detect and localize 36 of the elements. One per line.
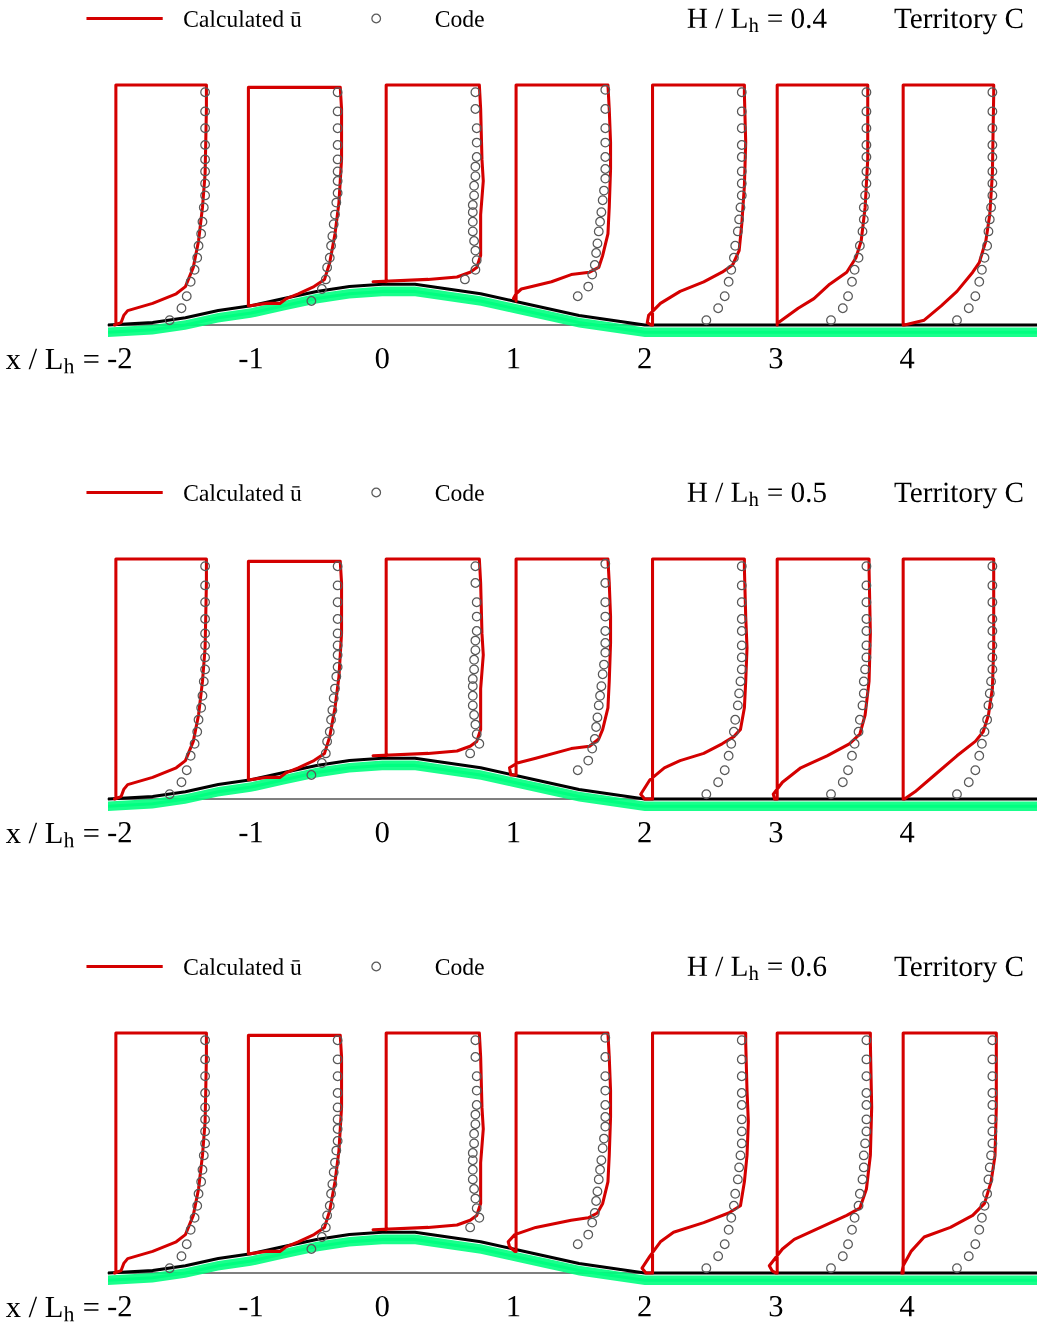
x-tick-label: 1 [508, 822, 520, 843]
x-axis-title: x / L$_{h}$ = [5, 822, 99, 848]
x-tick-label: -1 [239, 1296, 262, 1317]
x-tick-label: 4 [900, 822, 915, 843]
legend-label: Calculated ū [184, 958, 302, 975]
x-tick-label: 3 [769, 1295, 783, 1317]
x-tick-label: 2 [638, 821, 651, 843]
x-axis-title: x / L$_{h}$ = [5, 348, 99, 374]
x-tick-label: 0 [375, 347, 389, 369]
x-tick-label: 1 [508, 1296, 520, 1317]
chart-subtitle: Territory C [894, 482, 1023, 509]
legend-label: Calculated ū [184, 10, 302, 27]
chart-title: H / L$_{h}$ = 0.4 [687, 8, 827, 32]
chart-title: H / L$_{h}$ = 0.5 [687, 482, 826, 506]
legend-label: Code [435, 10, 484, 27]
chart-title: H / L$_{h}$ = 0.6 [687, 956, 827, 980]
x-tick-label: 2 [638, 347, 651, 369]
x-tick-label: 1 [508, 348, 520, 369]
legend-label: Code [435, 484, 484, 501]
x-tick-label: -1 [239, 822, 262, 843]
x-axis-title: x / L$_{h}$ = [5, 1296, 99, 1322]
x-tick-label: 2 [638, 1295, 651, 1317]
x-tick-label: -1 [239, 348, 262, 369]
legend-label: Code [435, 958, 484, 975]
legend-label: Calculated ū [184, 484, 302, 501]
x-tick-label: 0 [375, 1295, 389, 1317]
x-tick-label: 3 [769, 821, 783, 843]
x-tick-label: -2 [108, 821, 131, 843]
x-tick-label: -2 [108, 1295, 131, 1317]
x-tick-label: -2 [108, 347, 131, 369]
x-tick-label: 0 [375, 821, 389, 843]
chart-subtitle: Territory C [894, 956, 1023, 983]
chart-subtitle: Territory C [894, 8, 1023, 35]
x-tick-label: 4 [900, 1296, 915, 1317]
x-tick-label: 4 [900, 348, 915, 369]
x-tick-label: 3 [769, 347, 783, 369]
